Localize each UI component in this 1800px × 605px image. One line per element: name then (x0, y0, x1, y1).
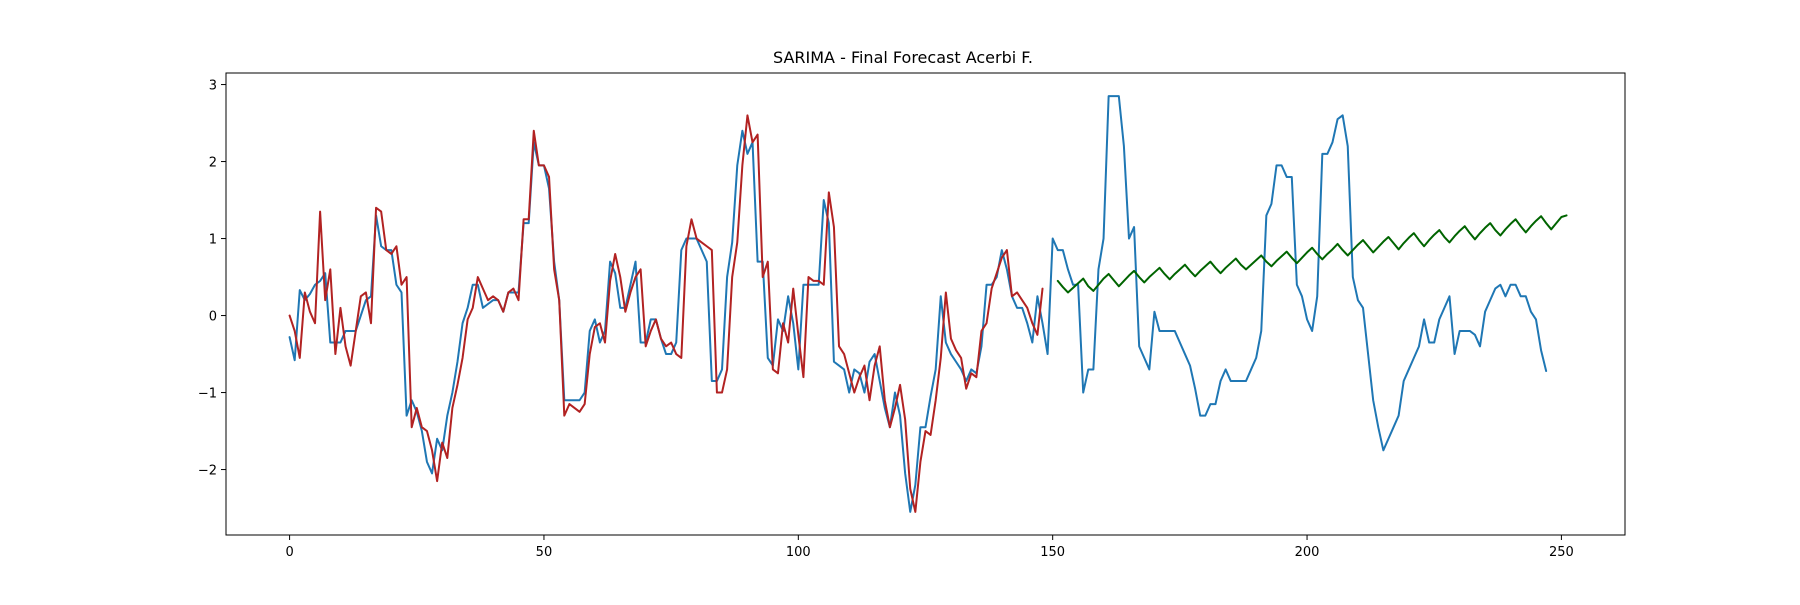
x-tick-label: 100 (786, 545, 811, 560)
y-tick-label: −2 (198, 464, 217, 479)
y-tick-label: 2 (209, 156, 217, 171)
series-line-2 (288, 114, 1044, 513)
chart-title: SARIMA - Final Forecast Acerbi F. (773, 48, 1033, 67)
y-tick-label: −1 (198, 387, 217, 402)
x-tick-label: 50 (536, 545, 553, 560)
plot-area: 0 50 100 150 200 250 −2 −1 0 1 2 3 (198, 72, 1626, 560)
y-tick-label: 3 (209, 79, 217, 94)
series-line-1 (288, 95, 1548, 513)
series-line-3 (1056, 214, 1568, 294)
x-tick-label: 250 (1549, 545, 1574, 560)
axes-frame (225, 72, 1626, 536)
y-tick-label: 0 (209, 310, 217, 325)
x-tick-label: 0 (285, 545, 293, 560)
x-tick-label: 150 (1040, 545, 1065, 560)
y-tick-label: 1 (209, 233, 217, 248)
x-tick-label: 200 (1295, 545, 1320, 560)
